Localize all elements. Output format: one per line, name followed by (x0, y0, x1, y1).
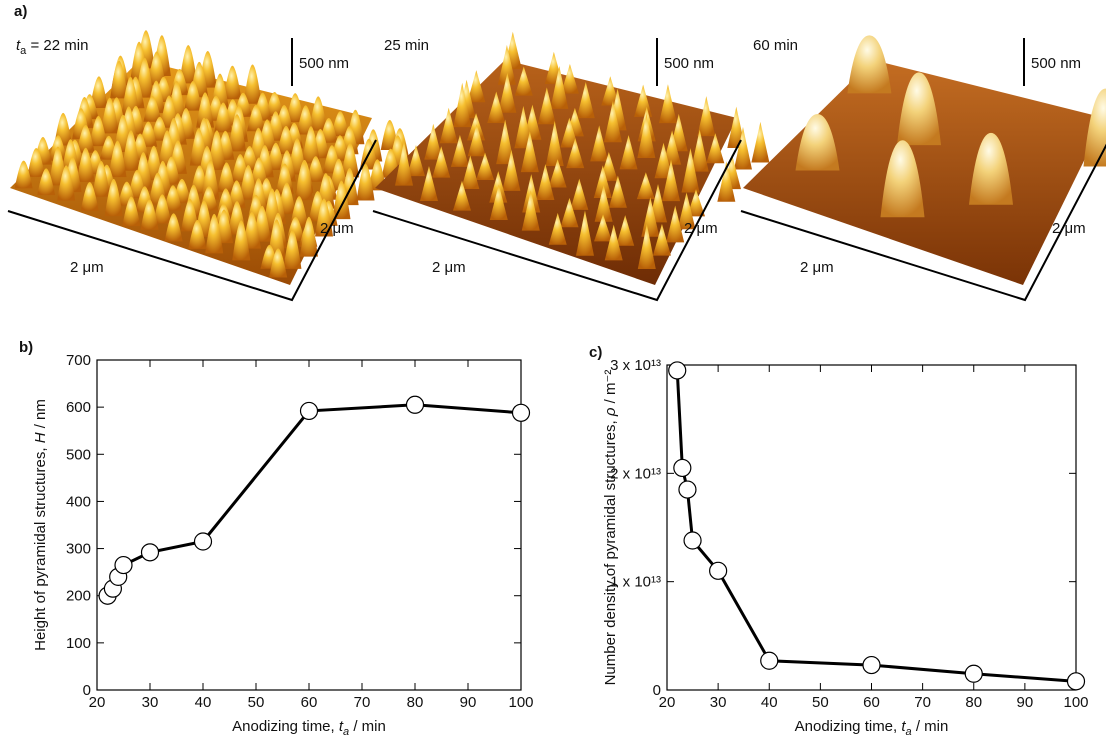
y-tick-label: 0 (653, 682, 661, 699)
y-label-unit: / nm (32, 399, 49, 432)
x-tick-label: 80 (407, 694, 424, 711)
figure: a) ta = 22 min 25 min 60 min 500 nm 500 … (0, 0, 1106, 748)
x-tick-label: 70 (914, 694, 931, 711)
data-point (674, 459, 691, 476)
x-tick-label: 30 (142, 694, 159, 711)
y-label-text: Height of pyramidal structures, (32, 443, 49, 651)
data-point (679, 481, 696, 498)
x-tick-label: 40 (761, 694, 778, 711)
data-point (965, 665, 982, 682)
data-point (710, 562, 727, 579)
size-label: 2 μm (800, 259, 834, 276)
y-tick-label: 700 (66, 352, 91, 369)
x-tick-label: 60 (863, 694, 880, 711)
data-point (669, 362, 686, 379)
panel-title: 25 min (384, 37, 429, 54)
size-label: 2 μm (684, 220, 718, 237)
page: a) ta = 22 min 25 min 60 min 500 nm 500 … (0, 0, 1106, 748)
chart: b) 20 30 40 50 60 70 80 90 100 0 100 200 300 400 500 600… (19, 339, 534, 738)
y-tick-label: 400 (66, 493, 91, 510)
y-axis-label: Height of pyramidal structures, H / nm (32, 399, 49, 651)
data-line (108, 405, 521, 596)
x-axis-label: Anodizing time, ta / min (232, 718, 386, 738)
x-axis-label: Anodizing time, ta / min (795, 718, 949, 738)
x-label-text: Anodizing time, (232, 718, 339, 735)
plot-frame (667, 365, 1076, 690)
x-tick-label: 40 (195, 694, 212, 711)
scale-label: 500 nm (664, 55, 714, 72)
charts: b)20304050607080901000100200300400500600… (19, 339, 1089, 738)
data-point (195, 533, 212, 550)
y-tick-label: 100 (66, 635, 91, 652)
y-tick-label: 300 (66, 541, 91, 558)
x-tick-label: 90 (460, 694, 477, 711)
panel-title: ta = 22 min (16, 37, 88, 57)
peaks (15, 30, 409, 277)
peak (847, 35, 891, 93)
x-tick-label: 90 (1017, 694, 1034, 711)
size-label: 2 μm (320, 220, 354, 237)
y-tick-label: 600 (66, 399, 91, 416)
data-point (1068, 673, 1085, 690)
y-label-var: ρ (602, 407, 619, 417)
y-tick-label: 0 (83, 682, 91, 699)
y-axis-label: Number density of pyramidal structures, … (602, 370, 619, 686)
x-tick-label: 100 (1063, 694, 1088, 711)
size-label: 2 μm (432, 259, 466, 276)
x-tick-label: 50 (248, 694, 265, 711)
title-rest: = 22 min (26, 37, 88, 54)
data-point (115, 557, 132, 574)
data-point (142, 544, 159, 561)
x-tick-label: 20 (659, 694, 676, 711)
panel-label: c) (589, 344, 602, 361)
panel-label: b) (19, 339, 33, 356)
x-tick-label: 70 (354, 694, 371, 711)
afm-images (8, 30, 1106, 300)
data-point (684, 532, 701, 549)
data-point (863, 657, 880, 674)
panel-title: 60 min (753, 37, 798, 54)
panel-label: a) (14, 3, 27, 20)
y-tick-label: 500 (66, 446, 91, 463)
x-label-text: Anodizing time, (795, 718, 902, 735)
peak (751, 122, 769, 163)
y-label-text: Number density of pyramidal structures, (602, 416, 619, 685)
y-label-var: H (32, 432, 49, 443)
x-tick-label: 80 (965, 694, 982, 711)
scale-label: 500 nm (1031, 55, 1081, 72)
scale-label: 500 nm (299, 55, 349, 72)
data-point (513, 404, 530, 421)
size-label: 2 μm (1052, 220, 1086, 237)
data-point (407, 396, 424, 413)
y-tick-label: 200 (66, 588, 91, 605)
data-point (761, 652, 778, 669)
x-label-unit: / min (349, 718, 386, 735)
x-tick-label: 50 (812, 694, 829, 711)
x-tick-label: 100 (508, 694, 533, 711)
x-tick-label: 60 (301, 694, 318, 711)
data-line (677, 370, 1076, 681)
size-label: 2 μm (70, 259, 104, 276)
data-point (301, 402, 318, 419)
x-tick-label: 30 (710, 694, 727, 711)
x-label-unit: / min (912, 718, 949, 735)
x-tick-label: 20 (89, 694, 106, 711)
y-label-unit: / m⁻² (602, 370, 619, 408)
